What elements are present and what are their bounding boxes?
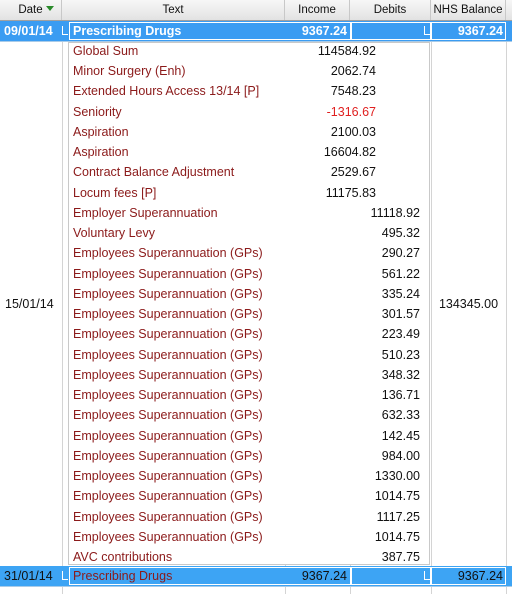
item-debit: 290.27 — [381, 246, 420, 261]
date-cell: 09/01/14 — [4, 24, 53, 38]
item-text: Aspiration — [73, 145, 129, 160]
expand-icon — [62, 571, 68, 580]
item-debit: 387.75 — [381, 550, 420, 564]
item-income: 2529.67 — [330, 165, 376, 180]
item-text: Employees Superannuation (GPs) — [73, 509, 263, 524]
item-income: 11175.83 — [325, 185, 376, 200]
column-line — [62, 20, 63, 594]
date-cell: 31/01/14 — [4, 569, 53, 583]
item-debit: 335.24 — [381, 286, 420, 301]
column-line — [506, 20, 507, 594]
item-text: Employees Superannuation (GPs) — [73, 266, 263, 281]
item-debit: 495.32 — [381, 226, 420, 241]
item-debit: 11118.92 — [370, 205, 420, 220]
item-debit: 223.49 — [381, 327, 420, 342]
balance-cell: 134345.00 — [438, 296, 499, 311]
item-debit: 632.33 — [381, 408, 420, 423]
item-income: 16604.82 — [323, 145, 376, 160]
expand-icon — [424, 26, 430, 35]
item-text: Employees Superannuation (GPs) — [73, 428, 263, 443]
item-text: Employer Superannuation — [73, 205, 218, 220]
item-text: Employees Superannuation (GPs) — [73, 307, 263, 322]
item-text: Seniority — [73, 104, 122, 119]
item-debit: 1014.75 — [374, 529, 420, 544]
row-highlight — [0, 566, 512, 586]
item-debit: 561.22 — [381, 266, 420, 281]
item-text: Locum fees [P] — [73, 185, 157, 200]
cell-frame — [351, 22, 431, 40]
sort-arrow — [46, 6, 54, 11]
row-line — [0, 586, 512, 587]
cell-frame — [431, 22, 506, 40]
item-text: Extended Hours Access 13/14 [P] — [73, 84, 260, 99]
balance-cell: 9367.24 — [457, 24, 503, 38]
text-cell: Prescribing Drugs — [73, 24, 182, 38]
column-header[interactable]: Income — [285, 0, 350, 20]
item-debit: 984.00 — [381, 448, 420, 463]
item-debit: 301.57 — [381, 307, 420, 322]
text-cell: Prescribing Drugs — [73, 569, 173, 583]
item-debit: 142.45 — [381, 428, 420, 443]
detail-box — [68, 42, 430, 565]
item-text: Employees Superannuation (GPs) — [73, 388, 263, 403]
item-text: Employees Superannuation (GPs) — [73, 327, 263, 342]
item-text: Employees Superannuation (GPs) — [73, 286, 263, 301]
item-text: Employees Superannuation (GPs) — [73, 246, 263, 261]
item-text: Aspiration — [73, 124, 129, 139]
item-text: Contract Balance Adjustment — [73, 165, 235, 180]
item-debit: 1014.75 — [374, 489, 420, 504]
item-text: Employees Superannuation (GPs) — [73, 408, 263, 423]
expand-icon — [424, 571, 430, 580]
item-income: 2062.74 — [330, 64, 376, 79]
item-debit: 1117.25 — [376, 509, 420, 524]
income-cell: 9367.24 — [301, 24, 347, 38]
item-income: 114584.92 — [317, 44, 376, 58]
row-highlight — [0, 21, 512, 41]
cell-frame — [69, 567, 351, 585]
cell-frame — [351, 567, 431, 585]
item-text: Global Sum — [73, 44, 139, 58]
column-header[interactable]: Date — [0, 0, 62, 20]
item-debit: 510.23 — [381, 347, 420, 362]
balance-cell: 9367.24 — [457, 569, 503, 583]
item-text: Employees Superannuation (GPs) — [73, 347, 263, 362]
column-header[interactable]: NHS Balance — [431, 0, 506, 20]
cell-frame — [431, 567, 506, 585]
item-income: 2100.03 — [330, 124, 376, 139]
item-debit: 348.32 — [381, 367, 420, 382]
income-cell: 9367.24 — [301, 569, 347, 583]
column-header[interactable]: Text — [62, 0, 285, 20]
item-text: Minor Surgery (Enh) — [73, 64, 186, 79]
item-text: AVC contributions — [73, 550, 173, 564]
expand-icon — [62, 26, 68, 35]
date-cell: 15/01/14 — [5, 296, 54, 311]
item-debit: 1330.00 — [374, 469, 420, 484]
item-text: Employees Superannuation (GPs) — [73, 469, 263, 484]
item-income: -1316.67 — [326, 104, 376, 119]
row-line — [0, 41, 512, 42]
item-text: Employees Superannuation (GPs) — [73, 489, 263, 504]
item-text: Employees Superannuation (GPs) — [73, 367, 263, 382]
column-header[interactable]: Debits — [350, 0, 431, 20]
item-text: Voluntary Levy — [73, 226, 155, 241]
column-line — [431, 20, 432, 594]
cell-frame — [69, 22, 351, 40]
header-bar — [0, 0, 512, 21]
item-income: 7548.23 — [330, 84, 376, 99]
item-text: Employees Superannuation (GPs) — [73, 448, 263, 463]
item-debit: 136.71 — [381, 388, 420, 403]
item-text: Employees Superannuation (GPs) — [73, 529, 263, 544]
